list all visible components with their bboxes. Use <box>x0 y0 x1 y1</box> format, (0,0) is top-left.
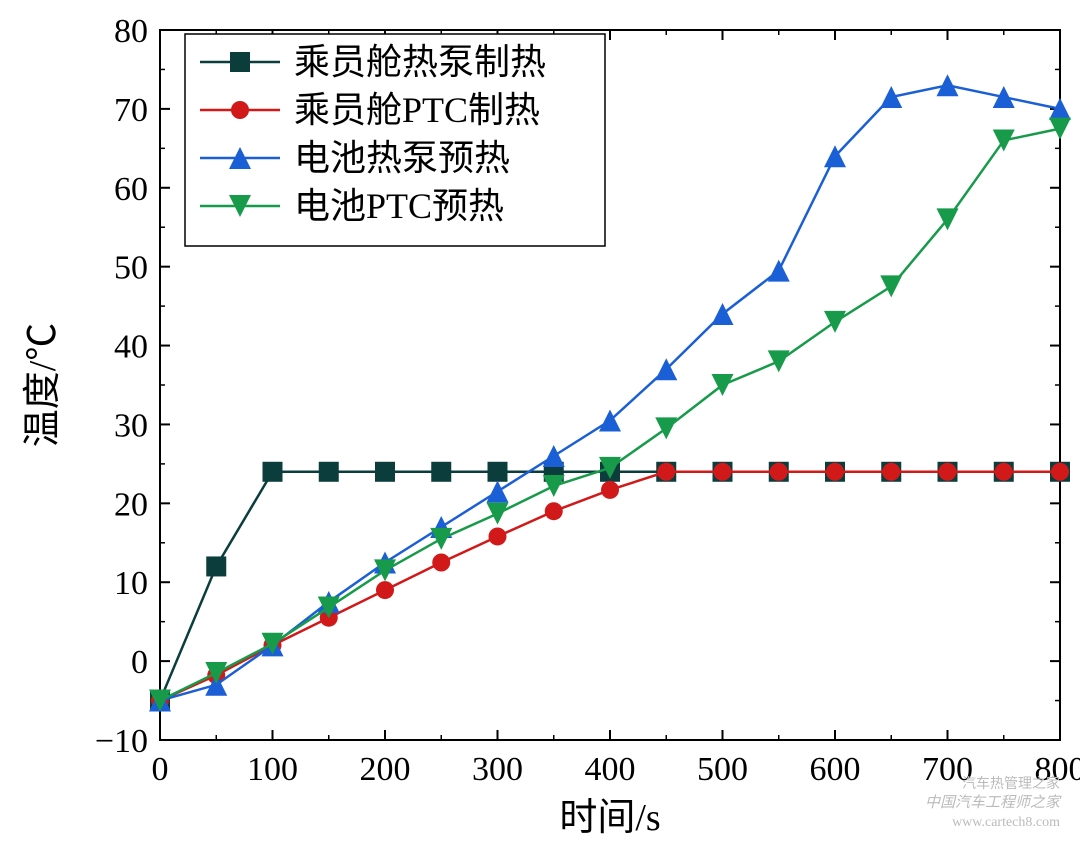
svg-text:40: 40 <box>114 329 148 366</box>
svg-text:500: 500 <box>697 751 748 788</box>
svg-text:600: 600 <box>810 751 861 788</box>
svg-text:50: 50 <box>114 250 148 287</box>
svg-text:−10: −10 <box>95 723 148 760</box>
svg-text:时间/s: 时间/s <box>559 797 660 839</box>
svg-text:300: 300 <box>472 751 523 788</box>
svg-text:乘员舱PTC制热: 乘员舱PTC制热 <box>294 90 540 130</box>
svg-text:温度/℃: 温度/℃ <box>22 323 64 448</box>
svg-text:0: 0 <box>152 751 169 788</box>
watermark: 汽车热管理之家 中国汽车工程师之家 www.cartech8.com <box>925 776 1060 832</box>
svg-text:80: 80 <box>114 13 148 50</box>
svg-text:100: 100 <box>247 751 298 788</box>
watermark-line3: www.cartech8.com <box>952 815 1060 830</box>
svg-text:乘员舱热泵制热: 乘员舱热泵制热 <box>294 42 546 82</box>
svg-text:30: 30 <box>114 407 148 444</box>
svg-text:20: 20 <box>114 486 148 523</box>
watermark-line2: 中国汽车工程师之家 <box>925 795 1060 811</box>
svg-text:400: 400 <box>585 751 636 788</box>
svg-text:10: 10 <box>114 565 148 602</box>
svg-text:0: 0 <box>131 644 148 681</box>
watermark-line1: 汽车热管理之家 <box>962 777 1060 792</box>
svg-text:70: 70 <box>114 92 148 129</box>
chart-container: 0100200300400500600700800−10010203040506… <box>0 0 1080 862</box>
svg-text:电池热泵预热: 电池热泵预热 <box>294 138 510 178</box>
svg-text:电池PTC预热: 电池PTC预热 <box>294 186 504 226</box>
svg-text:200: 200 <box>360 751 411 788</box>
line-chart: 0100200300400500600700800−10010203040506… <box>0 0 1080 862</box>
svg-text:60: 60 <box>114 171 148 208</box>
